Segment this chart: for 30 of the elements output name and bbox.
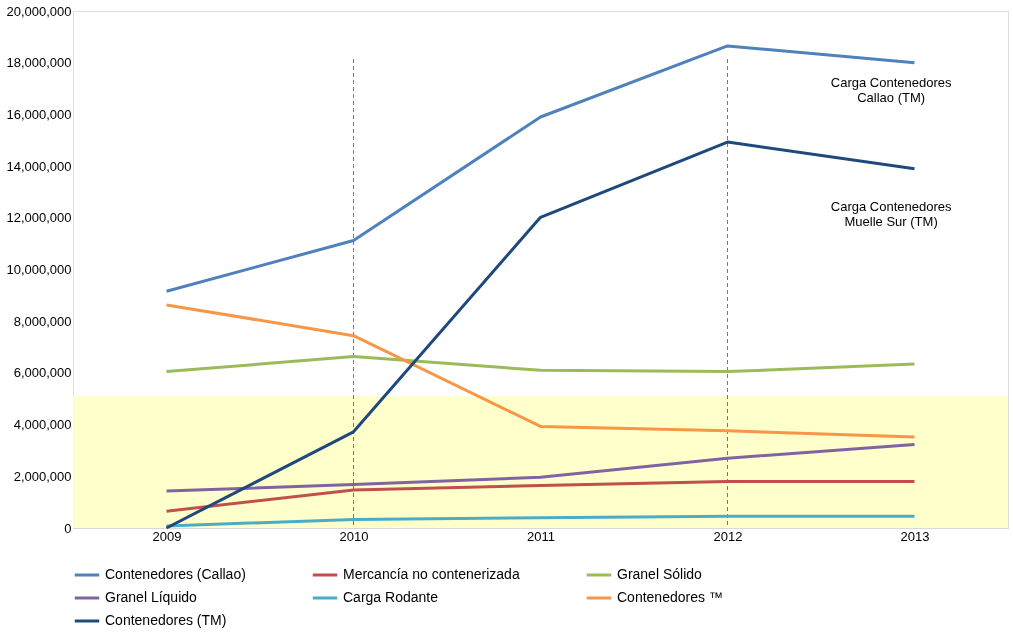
legend-label: Contenedores (Callao) (105, 566, 246, 582)
x-tick-label: 2009 (152, 528, 182, 544)
y-tick-label: 0 (64, 520, 72, 536)
legend-label: Granel Sólido (617, 566, 703, 582)
line-series (165, 303, 916, 439)
x-tick-label: 2013 (900, 528, 930, 544)
line-series (165, 479, 916, 513)
y-tick-label: 8,000,000 (13, 313, 72, 329)
legend-label: Mercancía no contenerizada (343, 566, 520, 582)
y-tick-label: 12,000,000 (6, 210, 72, 226)
legend-label: Contenedores (TM) (105, 612, 227, 628)
line-series (165, 355, 916, 374)
y-tick-label: 18,000,000 (6, 55, 72, 71)
x-tick-label: 2010 (339, 528, 369, 544)
x-tick-label: 2011 (527, 528, 555, 544)
y-tick-label: 6,000,000 (13, 365, 72, 381)
x-tick-label: 2012 (713, 528, 743, 544)
legend-label: Contenedores ™ (617, 589, 723, 605)
y-tick-label: 20,000,000 (6, 3, 72, 19)
y-tick-label: 10,000,000 (6, 262, 72, 277)
line-series (165, 443, 916, 493)
line-series (165, 514, 916, 528)
y-tick-label: 2,000,000 (13, 468, 72, 484)
legend-label: Carga Rodante (343, 589, 439, 605)
y-tick-label: 16,000,000 (6, 106, 72, 122)
y-tick-label: 4,000,000 (13, 417, 72, 433)
legend-label: Granel Líquido (105, 589, 198, 605)
annotation: Carga Contenedores Muelle Sur (TM) (830, 199, 952, 230)
annotation: Carga Contenedores Callao (TM) (830, 75, 952, 106)
y-tick-label: 14,000,000 (6, 158, 72, 174)
